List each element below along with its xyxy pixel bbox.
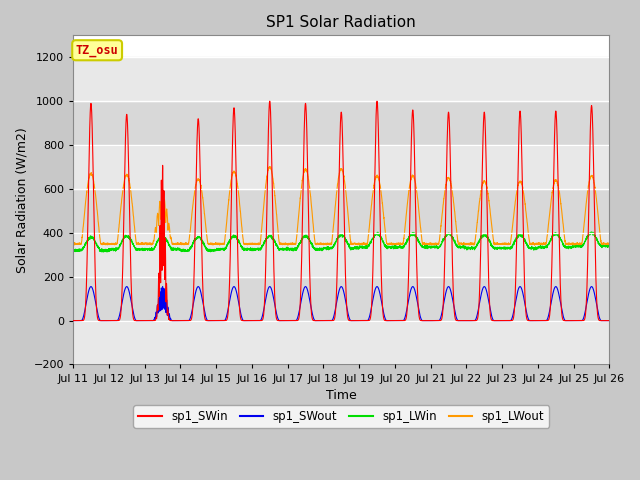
sp1_SWin [605,318,612,324]
sp1_LWout [432,241,440,247]
sp1_SWout [605,318,612,324]
sp1_LWin [605,243,612,249]
Text: TZ_osu: TZ_osu [76,44,118,57]
sp1_LWout [266,164,273,169]
sp1_SWin [321,318,329,324]
sp1_LWout [461,242,469,248]
sp1_SWin [461,318,469,324]
Line: sp1_LWout: sp1_LWout [73,167,609,245]
sp1_SWin [432,318,440,324]
Line: sp1_LWin: sp1_LWin [73,232,609,252]
X-axis label: Time: Time [326,389,356,402]
sp1_SWin [605,318,613,324]
sp1_LWin [321,246,329,252]
sp1_SWin [492,318,500,324]
sp1_LWin [99,249,107,255]
sp1_LWout [605,240,612,246]
Bar [73,276,609,321]
sp1_SWout [166,312,173,318]
sp1_LWout [166,224,173,230]
Bar [73,189,609,233]
Y-axis label: Solar Radiation (W/m2): Solar Radiation (W/m2) [15,127,28,273]
sp1_LWout [69,240,77,246]
sp1_SWin [69,318,77,324]
sp1_SWout [87,284,95,289]
sp1_LWin [492,245,500,251]
Line: sp1_SWin: sp1_SWin [73,101,609,321]
sp1_SWin [266,98,274,104]
sp1_LWin [461,245,469,251]
sp1_LWin [432,244,440,250]
sp1_LWout [492,240,500,246]
sp1_SWout [461,318,469,324]
sp1_LWout [605,240,613,246]
sp1_SWout [605,318,613,324]
sp1_LWout [321,241,329,247]
sp1_SWout [492,318,500,324]
sp1_SWout [321,318,329,324]
sp1_LWin [69,247,77,253]
Bar [73,57,609,101]
Bar [73,145,609,189]
sp1_LWin [166,242,173,248]
sp1_SWout [432,318,440,324]
sp1_SWout [69,318,77,324]
Legend: sp1_SWin, sp1_SWout, sp1_LWin, sp1_LWout: sp1_SWin, sp1_SWout, sp1_LWin, sp1_LWout [134,405,549,428]
Bar [73,321,609,364]
Bar [73,101,609,145]
sp1_LWin [588,229,595,235]
Title: SP1 Solar Radiation: SP1 Solar Radiation [266,15,416,30]
Bar [73,233,609,276]
sp1_SWin [166,317,173,323]
Line: sp1_SWout: sp1_SWout [73,287,609,321]
sp1_LWin [605,243,613,249]
sp1_LWout [531,242,538,248]
